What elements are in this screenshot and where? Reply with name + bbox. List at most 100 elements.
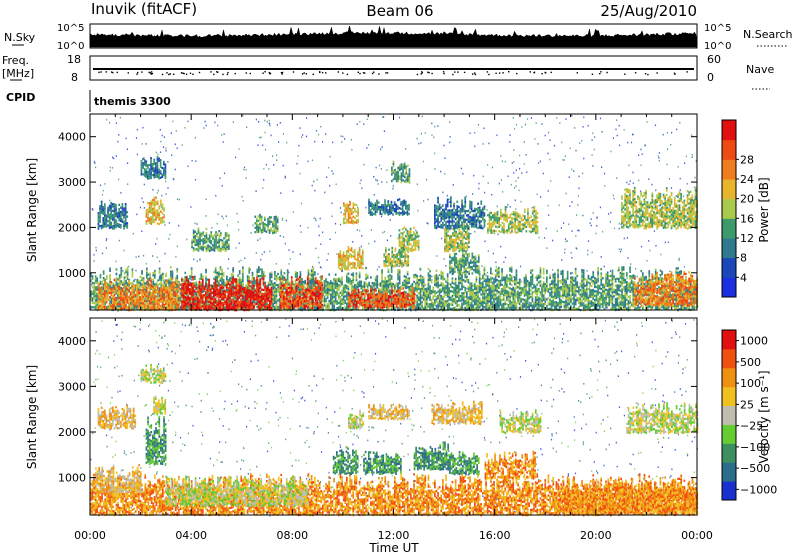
echo-speckle xyxy=(142,143,143,145)
nave-dot xyxy=(687,71,688,72)
echo-cell xyxy=(461,277,463,279)
echo-cell xyxy=(511,279,513,281)
echo-speckle xyxy=(257,144,258,146)
echo-speckle xyxy=(494,233,495,235)
echo-cell xyxy=(584,293,586,295)
echo-cell xyxy=(346,276,348,278)
echo-cell xyxy=(584,289,586,291)
echo-cell xyxy=(335,278,337,280)
echo-speckle xyxy=(521,126,522,128)
echo-cell xyxy=(532,280,534,282)
echo-speckle xyxy=(217,125,218,127)
echo-cell xyxy=(490,268,492,270)
echo-speckle xyxy=(537,143,538,145)
echo-speckle xyxy=(269,120,270,122)
nave-dot xyxy=(168,74,169,75)
echo-cell xyxy=(360,283,362,285)
echo-cell xyxy=(565,278,567,280)
echo-cell xyxy=(583,307,585,309)
echo-cell xyxy=(364,281,366,283)
echo-speckle xyxy=(434,126,435,128)
echo-speckle xyxy=(545,135,546,137)
echo-cell xyxy=(554,282,556,284)
echo-speckle xyxy=(342,136,343,138)
echo-cell xyxy=(458,280,460,282)
echo-speckle xyxy=(548,214,549,216)
echo-cell xyxy=(180,284,182,286)
echo-cell xyxy=(580,296,582,298)
echo-cell xyxy=(528,297,530,299)
echo-speckle xyxy=(536,122,537,124)
echo-cell xyxy=(120,267,122,269)
echo-speckle xyxy=(481,265,482,267)
echo-speckle xyxy=(561,227,562,229)
echo-cell xyxy=(437,291,439,293)
echo-cell xyxy=(439,300,441,302)
echo-cell xyxy=(381,287,383,289)
echo-cell xyxy=(397,285,399,287)
echo-cell xyxy=(444,293,446,295)
echo-speckle xyxy=(206,199,207,201)
echo-speckle xyxy=(483,143,484,145)
echo-cell xyxy=(476,292,478,294)
echo-speckle xyxy=(613,137,614,139)
echo-cell xyxy=(511,306,513,308)
power-panel: 1000200030004000 xyxy=(58,114,698,311)
echo-cell xyxy=(408,290,410,292)
echo-cell xyxy=(274,289,276,291)
nave-dot xyxy=(530,71,531,72)
echo-cell xyxy=(119,276,121,278)
echo-cell xyxy=(572,287,574,289)
echo-cell xyxy=(482,275,484,277)
echo-cell xyxy=(488,289,490,291)
echo-cell xyxy=(522,287,524,289)
echo-speckle xyxy=(390,219,391,221)
echo-cell xyxy=(589,285,591,287)
echo-speckle xyxy=(136,214,137,216)
echo-cell xyxy=(442,276,444,278)
echo-cell xyxy=(381,278,383,280)
echo-cell xyxy=(509,292,511,294)
echo-speckle xyxy=(268,168,269,170)
echo-speckle xyxy=(610,221,611,223)
echo-speckle xyxy=(329,185,330,187)
echo-cell xyxy=(498,282,500,284)
echo-cell xyxy=(383,287,385,289)
echo-cell xyxy=(492,284,494,286)
echo-cell xyxy=(581,302,583,304)
echo-cell xyxy=(95,304,97,306)
echo-cell xyxy=(600,283,602,285)
echo-cell xyxy=(532,298,534,300)
echo-cell xyxy=(479,291,481,293)
echo-speckle xyxy=(320,218,321,220)
echo-cell xyxy=(380,289,382,291)
echo-cell xyxy=(437,284,439,286)
echo-cell xyxy=(242,282,244,284)
echo-cell xyxy=(335,302,337,304)
echo-cell xyxy=(535,299,537,301)
echo-cell xyxy=(552,278,554,280)
echo-cell xyxy=(567,284,569,286)
echo-cell xyxy=(146,268,148,270)
echo-cell xyxy=(517,302,519,304)
echo-cell xyxy=(277,291,279,293)
echo-cell xyxy=(476,285,478,287)
echo-speckle xyxy=(127,183,128,185)
echo-cell xyxy=(541,289,543,291)
echo-cell xyxy=(469,296,471,298)
echo-cell xyxy=(559,300,561,302)
echo-cell xyxy=(421,286,423,288)
echo-speckle xyxy=(604,173,605,175)
echo-speckle xyxy=(604,185,605,187)
echo-speckle xyxy=(161,195,162,197)
echo-cell xyxy=(472,289,474,291)
echo-cell xyxy=(188,278,190,280)
echo-speckle xyxy=(405,148,406,150)
echo-speckle xyxy=(264,251,265,253)
echo-cell xyxy=(592,271,594,273)
nave-dot xyxy=(373,72,374,73)
echo-cell xyxy=(554,288,556,290)
echo-speckle xyxy=(695,177,696,179)
echo-speckle xyxy=(441,238,442,240)
echo-speckle xyxy=(627,257,628,259)
